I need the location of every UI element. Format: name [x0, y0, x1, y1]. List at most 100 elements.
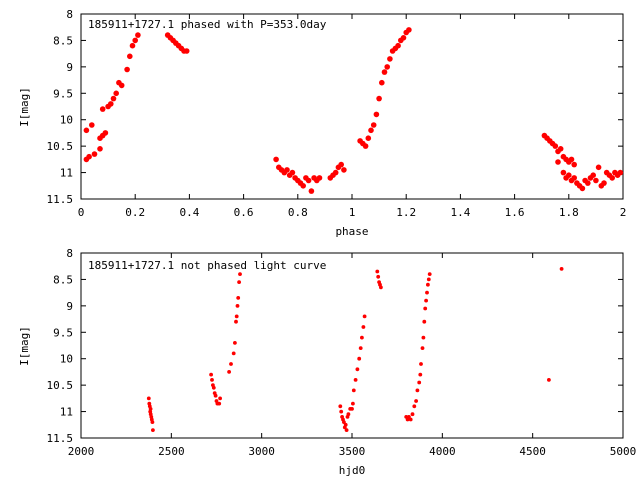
- data-point: [341, 167, 347, 173]
- data-points: [83, 27, 624, 194]
- y-tick-label: 9: [66, 61, 73, 74]
- data-point: [355, 367, 360, 372]
- x-axis-title: phase: [335, 225, 368, 238]
- data-point: [237, 280, 242, 284]
- data-point: [118, 82, 125, 89]
- x-tick-label: 3000: [248, 445, 275, 458]
- data-point: [601, 180, 607, 186]
- x-tick-label: 2000: [68, 445, 95, 458]
- y-tick-label: 9.5: [53, 326, 73, 339]
- data-point: [86, 153, 92, 160]
- data-point: [234, 314, 239, 319]
- data-points: [146, 267, 564, 432]
- chart-title: 185911+1727.1 not phased light curve: [88, 259, 326, 272]
- data-point: [375, 269, 380, 274]
- data-point: [418, 372, 423, 377]
- data-point: [426, 277, 431, 282]
- data-point: [379, 285, 383, 290]
- data-point: [127, 53, 133, 60]
- x-tick-label: 0.6: [234, 206, 254, 219]
- data-point: [151, 428, 155, 432]
- data-point: [132, 37, 138, 44]
- data-point: [233, 341, 237, 345]
- data-point: [395, 42, 401, 49]
- data-point: [571, 175, 577, 181]
- data-point: [227, 370, 232, 374]
- data-point: [357, 356, 362, 361]
- y-tick-label: 11.5: [47, 193, 74, 206]
- data-point: [273, 156, 279, 163]
- data-point: [590, 172, 596, 178]
- data-point: [238, 272, 242, 276]
- data-point: [362, 143, 369, 149]
- data-point: [289, 169, 296, 176]
- data-point: [229, 362, 233, 366]
- data-point: [361, 325, 366, 329]
- data-point: [419, 362, 423, 366]
- y-tick-label: 8: [66, 247, 73, 260]
- x-tick-label: 1.2: [396, 206, 416, 219]
- data-point: [353, 378, 358, 382]
- x-tick-label: 2500: [158, 445, 185, 458]
- data-point: [217, 401, 222, 406]
- data-point: [350, 407, 354, 411]
- data-point: [368, 127, 374, 134]
- data-point: [381, 69, 388, 75]
- y-tick-labels: 8 8.5 9 9.5 10 10.5 11 11.5: [47, 247, 74, 445]
- data-point: [148, 407, 153, 411]
- x-tick-labels: 2000 2500 3000 3500 4000 4500 5000: [68, 445, 637, 458]
- x-tick-label: 0.8: [288, 206, 308, 219]
- data-point: [568, 156, 575, 163]
- x-tick-label: 2: [620, 206, 627, 219]
- data-point: [417, 380, 422, 385]
- data-point: [566, 172, 572, 178]
- data-point: [552, 143, 559, 149]
- unphased-light-curve-chart: 2000 2500 3000 3500 4000 4500 5000 8 8.5 9 9.5 10 1…: [18, 247, 636, 477]
- data-point: [218, 396, 223, 401]
- data-point: [351, 388, 356, 393]
- data-point: [617, 169, 624, 176]
- data-point: [414, 399, 418, 403]
- data-point: [308, 188, 315, 194]
- y-axis-title: I[mag]: [18, 87, 31, 127]
- data-point: [346, 412, 351, 417]
- data-point: [376, 95, 382, 102]
- data-point: [365, 135, 372, 141]
- data-point: [595, 164, 602, 171]
- y-tick-label: 9.5: [53, 87, 73, 100]
- data-point: [99, 106, 106, 112]
- data-point: [410, 412, 415, 417]
- data-point: [338, 161, 345, 168]
- axis-ticks: [80, 252, 624, 439]
- data-point: [555, 159, 561, 165]
- data-point: [150, 420, 155, 424]
- data-point: [124, 66, 130, 73]
- data-point: [342, 420, 346, 424]
- data-point: [146, 396, 151, 401]
- y-tick-label: 10: [60, 353, 73, 366]
- phased-light-curve-chart: 0 0.2 0.4 0.6 0.8 1 1.2 1.4 1.6 1.8 2 8 8.5 9 9.5 10 10…: [18, 8, 626, 238]
- data-point: [412, 404, 417, 409]
- x-tick-label: 1.4: [450, 206, 470, 219]
- x-tick-label: 1: [349, 206, 356, 219]
- plot-area-frame: [80, 13, 624, 200]
- data-point: [557, 146, 564, 152]
- y-axis-title: I[mag]: [18, 326, 31, 366]
- data-point: [571, 161, 577, 168]
- data-point: [408, 417, 413, 422]
- y-tick-label: 8: [66, 8, 73, 21]
- data-point: [89, 122, 95, 128]
- data-point: [339, 409, 344, 414]
- y-tick-label: 8.5: [53, 273, 73, 286]
- data-point: [91, 151, 98, 157]
- data-point: [421, 335, 426, 340]
- x-tick-label: 0: [78, 206, 85, 219]
- data-point: [387, 56, 393, 62]
- data-point: [360, 335, 364, 340]
- y-tick-label: 9: [66, 300, 73, 313]
- data-point: [370, 122, 377, 128]
- data-point: [231, 351, 236, 356]
- x-tick-label: 0.4: [179, 206, 199, 219]
- data-point: [113, 90, 119, 97]
- data-point: [559, 267, 564, 271]
